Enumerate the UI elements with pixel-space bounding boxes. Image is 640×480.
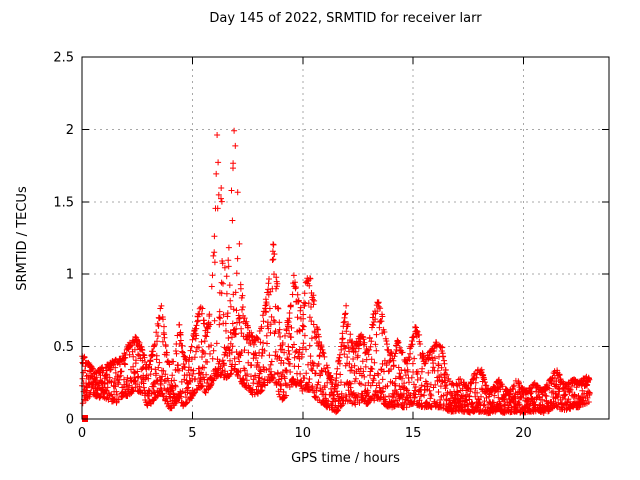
y-tick-label: 2 bbox=[66, 123, 74, 138]
y-tick-label: 2.5 bbox=[53, 51, 74, 66]
x-tick-label: 20 bbox=[515, 426, 532, 441]
x-tick-label: 15 bbox=[405, 426, 422, 441]
scatter-points bbox=[79, 127, 593, 417]
x-tick-label: 0 bbox=[78, 426, 86, 441]
y-tick-label: 0 bbox=[66, 413, 74, 428]
x-tick-label: 10 bbox=[295, 426, 312, 441]
axis-frame bbox=[81, 56, 610, 420]
x-tick-label: 5 bbox=[188, 426, 196, 441]
y-tick-label: 0.5 bbox=[53, 340, 74, 355]
y-tick-label: 1 bbox=[66, 268, 74, 283]
y-tick-label: 1.5 bbox=[53, 195, 74, 210]
chart-title: Day 145 of 2022, SRMTID for receiver lar… bbox=[209, 11, 482, 26]
x-axis-title: GPS time / hours bbox=[291, 451, 400, 466]
